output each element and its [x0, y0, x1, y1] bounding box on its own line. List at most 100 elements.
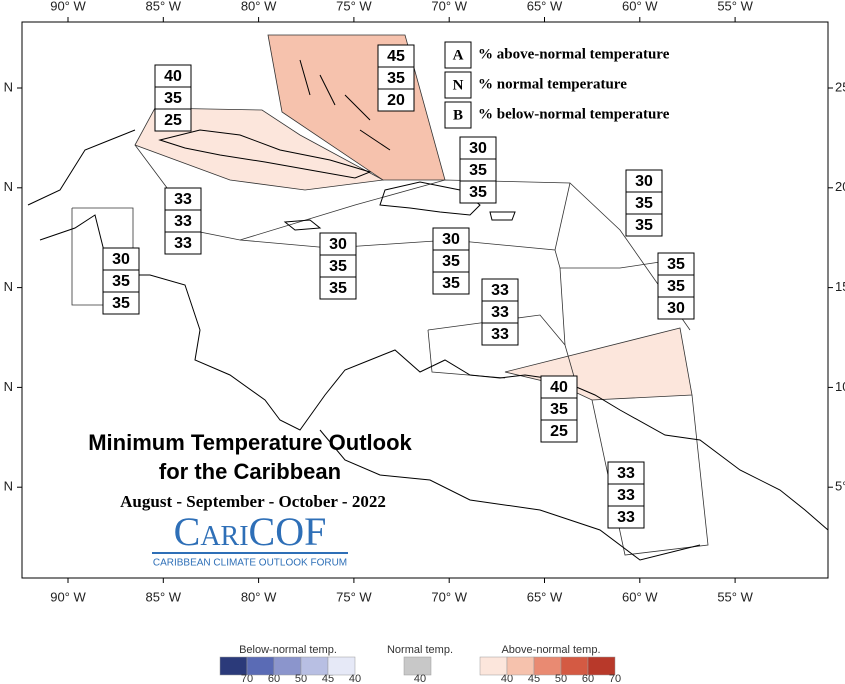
prob-box: [540, 419, 578, 443]
lon-label: 65° W: [527, 0, 563, 13]
lat-label: 15: [835, 279, 845, 294]
coastlines: [27, 59, 829, 561]
scale-value: 60: [582, 673, 594, 684]
lat-label: 5°: [835, 479, 845, 494]
prob-value: 35: [442, 253, 460, 270]
prob-value: 35: [387, 70, 405, 87]
coastline: [379, 181, 481, 216]
prob-value: 30: [667, 300, 685, 317]
probability-boxes: 40 35 25 45 35 20 30 35 35 30 35 35 33 33 33 30 35 35 30 35…: [102, 44, 695, 529]
prob-value: 40: [164, 68, 182, 85]
key-box: [444, 71, 472, 99]
scale-value: 50: [555, 673, 567, 684]
prob-value: 45: [387, 48, 405, 65]
prob-box: [657, 296, 695, 320]
prob-value: 35: [550, 401, 568, 418]
lon-label: 90° W: [50, 589, 86, 604]
key-letter: N: [453, 77, 464, 93]
zone-line: [554, 182, 571, 251]
lat-label: N: [4, 279, 13, 294]
prob-value: 33: [174, 213, 192, 230]
key-box: [444, 41, 472, 69]
key-text: % below-normal temperature: [478, 106, 670, 122]
prob-box: [102, 291, 140, 315]
scale-value: 40: [349, 673, 361, 684]
scale-value: 70: [241, 673, 253, 684]
prob-value: 33: [617, 465, 635, 482]
prob-box: [481, 322, 519, 346]
prob-value: 25: [550, 423, 568, 440]
prob-box: [154, 108, 192, 132]
lat-label: 20: [835, 179, 845, 194]
lon-label: 65° W: [527, 589, 563, 604]
lon-label: 80° W: [241, 589, 277, 604]
title: for the Caribbean: [159, 459, 341, 484]
scale-value: 60: [268, 673, 280, 684]
scale-value: 45: [528, 673, 540, 684]
lon-label: 55° W: [717, 589, 753, 604]
zones: [71, 34, 709, 556]
scale-swatch: [403, 656, 432, 676]
logo-tagline: CARIBBEAN CLIMATE OUTLOOK FORUM: [153, 558, 347, 569]
scale-title: Above-normal temp.: [501, 644, 600, 656]
prob-value: 35: [667, 256, 685, 273]
prob-value: 35: [635, 217, 653, 234]
prob-value: 35: [112, 273, 130, 290]
lon-label: 80° W: [241, 0, 277, 13]
lon-label: 75° W: [336, 589, 372, 604]
prob-box: [164, 231, 202, 255]
lat-label: N: [4, 379, 13, 394]
lat-label: N: [4, 479, 13, 494]
coastline: [319, 429, 701, 561]
prob-value: 35: [164, 90, 182, 107]
prob-value: 33: [617, 487, 635, 504]
prob-box: [377, 88, 415, 112]
scale-value: 40: [501, 673, 513, 684]
key-box: [444, 101, 472, 129]
scale-swatch: [587, 656, 616, 676]
prob-value: 35: [442, 275, 460, 292]
prob-value: 33: [174, 235, 192, 252]
prob-value: 30: [112, 251, 130, 268]
color-scale: Below-normal temp. 70 60 50 45 40 Normal temp.…: [219, 644, 621, 684]
prob-value: 35: [635, 195, 653, 212]
logo: CariCOF: [174, 509, 327, 554]
coastline: [283, 211, 516, 231]
zone-line: [134, 144, 691, 331]
prob-value: 35: [329, 280, 347, 297]
zone-line: [427, 314, 566, 346]
scale-value: 70: [609, 673, 621, 684]
title: Minimum Temperature Outlook: [88, 430, 412, 455]
prob-value: 35: [112, 295, 130, 312]
prob-value: 35: [667, 278, 685, 295]
key-letter: A: [453, 47, 464, 63]
scale-value: 45: [322, 673, 334, 684]
key-letter: B: [453, 107, 463, 123]
lon-label: 60° W: [622, 0, 658, 13]
lat-label: 10: [835, 379, 845, 394]
scale-value: 50: [295, 673, 307, 684]
prob-value: 35: [469, 162, 487, 179]
prob-value: 30: [442, 231, 460, 248]
prob-value: 40: [550, 379, 568, 396]
prob-value: 30: [469, 140, 487, 157]
prob-value: 20: [387, 92, 405, 109]
prob-value: 33: [491, 304, 509, 321]
coastline: [299, 59, 391, 151]
scale-title: Below-normal temp.: [239, 644, 337, 656]
prob-value: 33: [491, 326, 509, 343]
prob-box: [459, 180, 497, 204]
lon-label: 60° W: [622, 589, 658, 604]
key: A % above-normal temperature N % normal tem…: [444, 41, 670, 129]
scale-value: 40: [414, 673, 426, 684]
key-text: % above-normal temperature: [478, 46, 670, 62]
prob-box: [319, 276, 357, 300]
prob-value: 25: [164, 112, 182, 129]
prob-value: 33: [617, 509, 635, 526]
prob-value: 33: [491, 282, 509, 299]
lon-label: 70° W: [431, 589, 467, 604]
key-text: % normal temperature: [478, 76, 627, 92]
lon-label: 90° W: [50, 0, 86, 13]
prob-box: [607, 505, 645, 529]
lon-label: 85° W: [146, 589, 182, 604]
